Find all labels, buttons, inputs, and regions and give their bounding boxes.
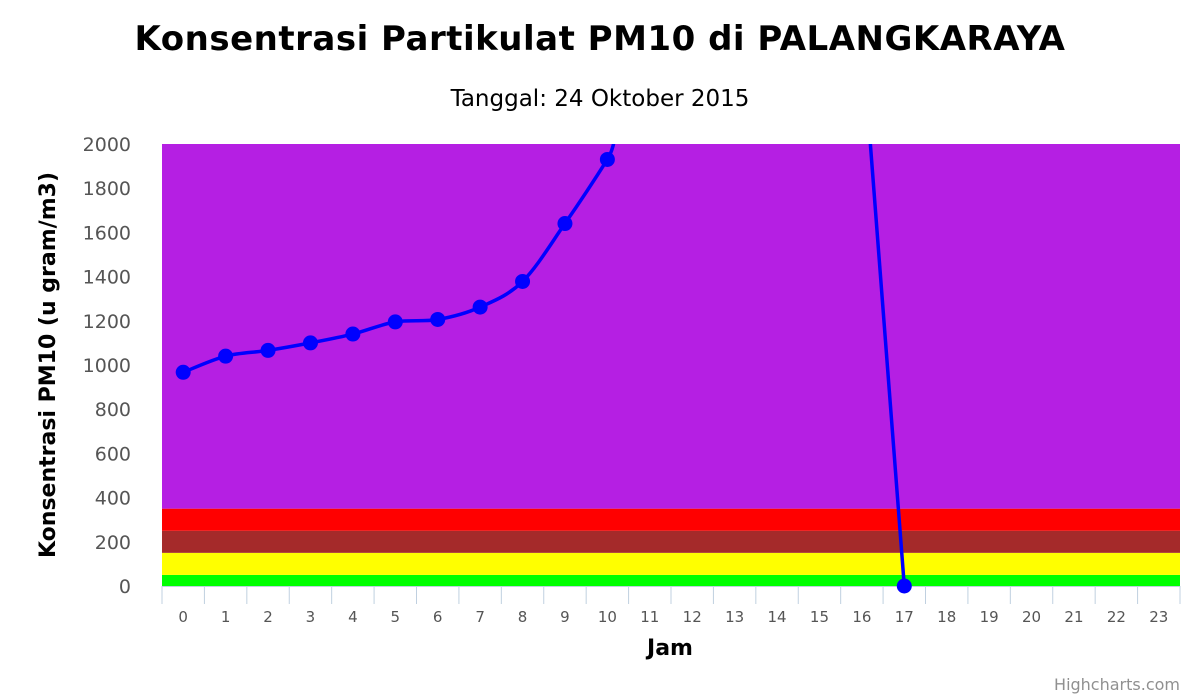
y-tick-label: 1600 bbox=[83, 222, 131, 244]
y-tick-label: 0 bbox=[119, 576, 131, 598]
x-tick-label: 9 bbox=[560, 608, 570, 626]
x-tick-label: 12 bbox=[683, 608, 702, 626]
x-tick-label: 1 bbox=[221, 608, 231, 626]
y-tick-label: 1200 bbox=[83, 311, 131, 333]
x-tick-label: 4 bbox=[348, 608, 358, 626]
x-tick-label: 14 bbox=[767, 608, 786, 626]
data-point-hour-9[interactable] bbox=[557, 216, 573, 232]
y-tick-label: 800 bbox=[95, 399, 131, 421]
data-point-hour-17[interactable] bbox=[896, 578, 912, 594]
x-tick-label: 6 bbox=[433, 608, 443, 626]
data-point-hour-6[interactable] bbox=[430, 311, 446, 327]
y-axis-title: Konsentrasi PM10 (u gram/m3) bbox=[36, 172, 61, 558]
x-tick-label: 22 bbox=[1107, 608, 1126, 626]
x-tick-label: 23 bbox=[1149, 608, 1168, 626]
plot-band-4 bbox=[162, 144, 1180, 509]
data-point-hour-8[interactable] bbox=[515, 273, 531, 289]
y-tick-label: 400 bbox=[95, 488, 131, 510]
x-tick-label: 15 bbox=[810, 608, 829, 626]
plot-bands bbox=[162, 144, 1180, 586]
y-tick-label: 1800 bbox=[83, 178, 131, 200]
plot-band-1 bbox=[162, 552, 1180, 575]
x-tick-label: 13 bbox=[725, 608, 744, 626]
plot-band-2 bbox=[162, 530, 1180, 553]
x-axis-title: Jam bbox=[645, 636, 693, 661]
x-axis: 0 1 2 3 4 5 6 7 8 9 10 11 12 13 14 15 16 17 18 19 20 21 22 23 bbox=[161, 586, 1181, 626]
y-axis-ticks: 0 200 400 600 800 1000 1200 1400 1600 1800 2000 bbox=[83, 134, 131, 598]
y-tick-label: 600 bbox=[95, 443, 131, 465]
x-tick-label: 17 bbox=[895, 608, 914, 626]
x-tick-label: 8 bbox=[518, 608, 528, 626]
points-group bbox=[175, 151, 912, 594]
x-tick-label: 0 bbox=[178, 608, 188, 626]
plot-band-3 bbox=[162, 508, 1180, 531]
y-tick-label: 2000 bbox=[83, 134, 131, 156]
data-point-hour-7[interactable] bbox=[472, 299, 488, 315]
data-point-hour-5[interactable] bbox=[387, 314, 403, 330]
data-point-hour-1[interactable] bbox=[218, 348, 234, 364]
x-tick-label: 21 bbox=[1064, 608, 1083, 626]
chart-title: Konsentrasi Partikulat PM10 di PALANGKAR… bbox=[135, 19, 1066, 59]
data-point-hour-0[interactable] bbox=[175, 364, 191, 380]
x-tick-label: 16 bbox=[852, 608, 871, 626]
y-tick-label: 1000 bbox=[83, 355, 131, 377]
y-tick-label: 1400 bbox=[83, 267, 131, 289]
chart-subtitle: Tanggal: 24 Oktober 2015 bbox=[450, 86, 750, 112]
x-tick-label: 3 bbox=[306, 608, 316, 626]
x-tick-label: 5 bbox=[391, 608, 401, 626]
x-tick-label: 7 bbox=[475, 608, 485, 626]
x-tick-label: 18 bbox=[937, 608, 956, 626]
x-tick-label: 2 bbox=[263, 608, 273, 626]
x-tick-label: 10 bbox=[598, 608, 617, 626]
data-point-hour-3[interactable] bbox=[302, 335, 318, 351]
y-tick-label: 200 bbox=[95, 532, 131, 554]
data-point-hour-10[interactable] bbox=[599, 151, 615, 167]
data-point-hour-2[interactable] bbox=[260, 342, 276, 358]
plot-band-0 bbox=[162, 574, 1180, 586]
x-tick-label: 19 bbox=[980, 608, 999, 626]
x-tick-label: 11 bbox=[640, 608, 659, 626]
data-point-hour-4[interactable] bbox=[345, 326, 361, 342]
x-tick-label: 20 bbox=[1022, 608, 1041, 626]
credit-link[interactable]: Highcharts.com bbox=[1054, 675, 1180, 694]
